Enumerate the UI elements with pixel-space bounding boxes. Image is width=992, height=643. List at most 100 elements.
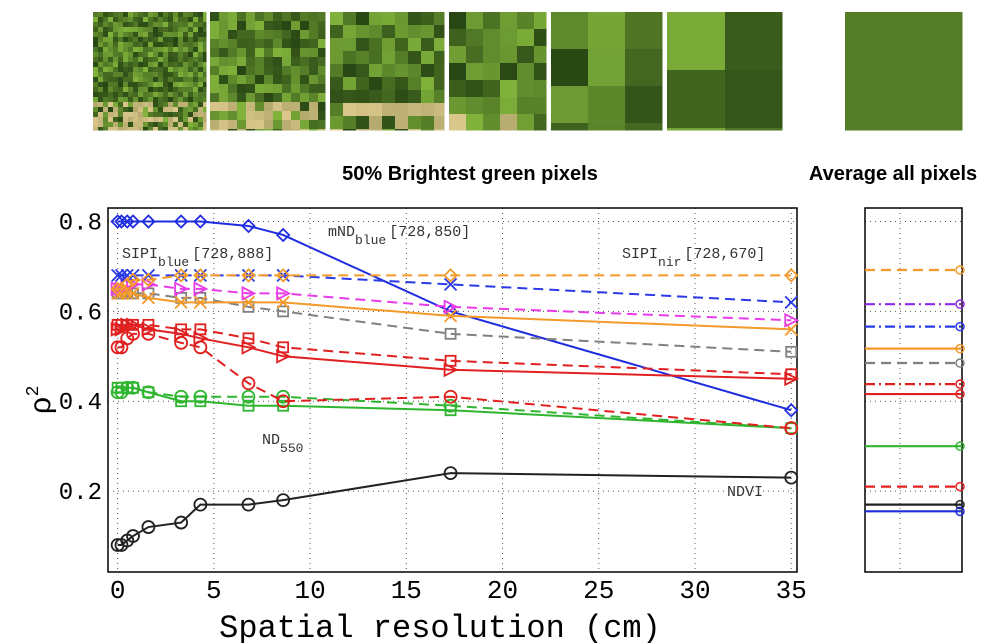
thumbnail-pixel [173, 127, 179, 131]
thumbnail-pixel [193, 47, 199, 53]
thumbnail-pixel [382, 12, 396, 26]
thumbnail-pixel [108, 107, 114, 113]
thumbnail-pixel [123, 12, 129, 18]
thumbnail-pixel [434, 25, 445, 39]
marker [110, 340, 125, 355]
thumbnail-pixel [93, 22, 99, 28]
thumbnail-pixel [434, 12, 445, 26]
thumbnail-pixel [291, 129, 301, 131]
thumbnail-pixel [183, 27, 189, 33]
thumbnail-pixel [143, 22, 149, 28]
thumbnail-pixel [408, 51, 422, 65]
thumbnail-pixel [183, 122, 189, 128]
thumbnail-pixel [588, 86, 626, 124]
thumbnail-pixel [123, 27, 129, 33]
x-tick-label: 30 [679, 576, 710, 606]
thumbnail-pixel [163, 122, 169, 128]
thumbnail-pixel [158, 42, 164, 48]
thumbnail-pixel [198, 62, 204, 68]
thumbnail-pixel [246, 75, 256, 85]
thumbnail-pixel [382, 90, 396, 104]
thumbnail-pixel [356, 38, 370, 52]
thumbnail-pixel [193, 72, 199, 78]
thumbnail-pixel [153, 52, 159, 58]
thumbnail-pixel [237, 21, 247, 31]
thumbnail-pixel [103, 47, 109, 53]
thumbnail-pixel [421, 77, 435, 91]
thumbnail-pixel [103, 107, 109, 113]
thumbnail-pixel [148, 107, 154, 113]
thumbnail-pixel [219, 84, 229, 94]
thumbnail-pixel [318, 57, 326, 67]
average-marker [955, 265, 965, 275]
thumbnail-pixel [173, 67, 179, 73]
thumbnail-pixel [228, 102, 238, 112]
series-line [117, 274, 792, 304]
thumbnail-pixel [103, 32, 109, 38]
thumbnail-pixel [163, 52, 169, 58]
thumbnail-pixel [138, 62, 144, 68]
thumbnail-pixel [93, 12, 99, 18]
thumbnail-pixel [113, 92, 119, 98]
thumbnail-pixel [173, 112, 179, 118]
thumbnail-pixel [395, 129, 409, 131]
thumbnail-pixel [198, 97, 204, 103]
thumbnail-pixel [219, 57, 229, 67]
thumbnail-pixel [188, 47, 194, 53]
thumbnail-pixel [158, 87, 164, 93]
thumbnail-pixel [264, 102, 274, 112]
thumbnail-pixel [183, 47, 189, 53]
thumbnail-pixel [273, 57, 283, 67]
thumbnail-pixel [188, 112, 194, 118]
thumbnail-pixel [153, 27, 159, 33]
thumbnail-pixel [246, 129, 256, 131]
thumbnail-pixel [118, 77, 124, 83]
thumbnail-pixel [178, 27, 184, 33]
thumbnail-pixel [183, 82, 189, 88]
thumbnail-pixel [291, 111, 301, 121]
thumbnail-pixel [356, 12, 370, 26]
thumbnail-pixel [173, 102, 179, 108]
thumbnail-pixel [198, 122, 204, 128]
thumbnail-pixel [193, 57, 199, 63]
thumbnail-pixel [173, 82, 179, 88]
thumbnail-pixel [178, 62, 184, 68]
thumbnail-pixel [725, 70, 783, 129]
marker [141, 272, 156, 288]
marker [276, 493, 291, 507]
thumbnail-pixel [133, 127, 139, 131]
thumbnail-pixel [103, 52, 109, 58]
thumbnail-pixel [356, 116, 370, 130]
thumbnail-pixel [246, 102, 256, 112]
marker [193, 268, 208, 283]
thumbnail-pixel [153, 127, 159, 131]
thumbnail-pixel [143, 97, 149, 103]
thumbnail-pixel [168, 12, 174, 18]
thumbnail-pixel [133, 27, 139, 33]
thumbnail-pixel [93, 87, 99, 93]
thumbnail-pixel [123, 47, 129, 53]
thumbnail-pixel [138, 117, 144, 123]
thumbnail-pixel [203, 37, 207, 43]
thumbnail-pixel [148, 67, 154, 73]
thumbnail-pixel [264, 12, 274, 22]
thumbnail-pixel [103, 17, 109, 23]
thumbnail-pixel [203, 62, 207, 68]
marker [126, 529, 140, 543]
thumbnail-pixel [193, 82, 199, 88]
thumbnail-pixel [128, 97, 134, 103]
thumbnail-pixel [128, 42, 134, 48]
thumbnail-pixel [434, 64, 445, 78]
thumbnail-pixel [168, 22, 174, 28]
thumbnail-pixel [173, 107, 179, 113]
thumbnail-pixel [163, 82, 169, 88]
thumbnail-pixel [255, 75, 265, 85]
y-label-sup: 2 [24, 386, 44, 397]
thumbnail-pixel [309, 12, 319, 22]
thumbnail-pixel [128, 107, 134, 113]
thumbnail-pixel [98, 67, 104, 73]
marker [276, 389, 291, 404]
thumbnail-pixel [188, 102, 194, 108]
thumbnail-pixel [309, 111, 319, 121]
average-marker [955, 389, 965, 399]
